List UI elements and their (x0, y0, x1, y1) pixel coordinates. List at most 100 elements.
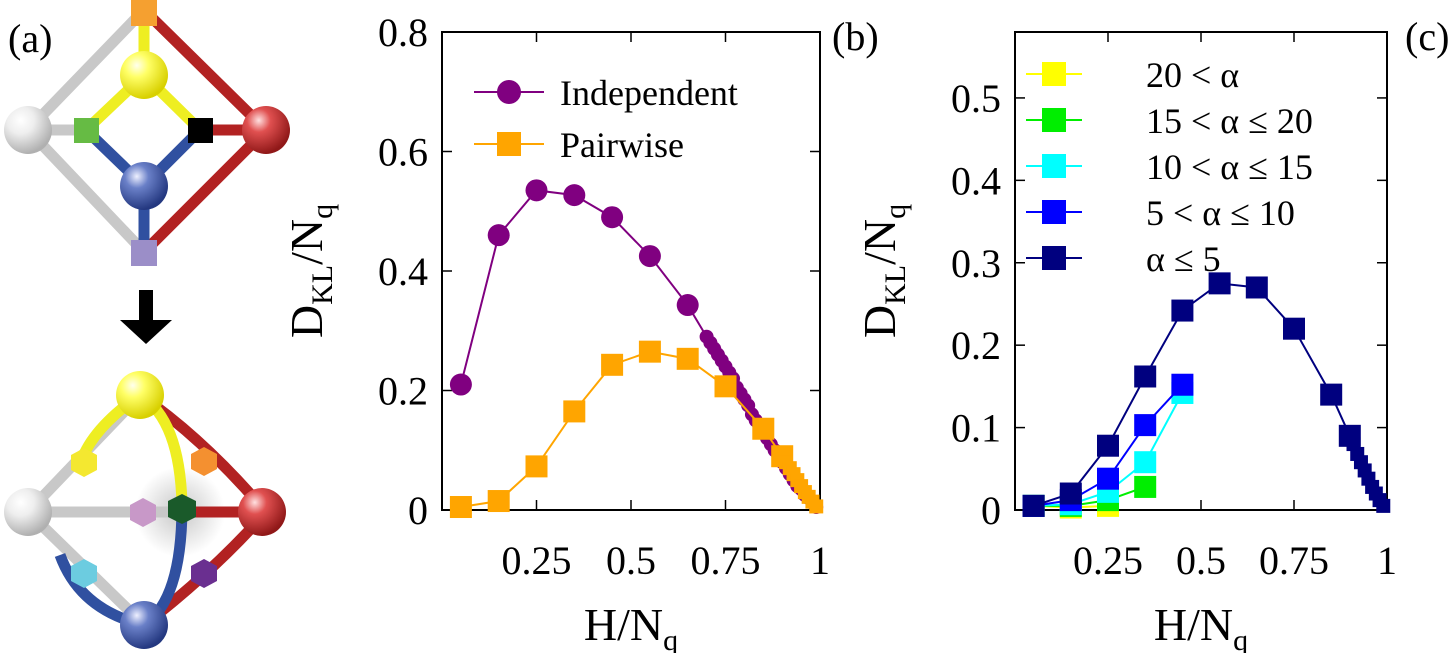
x-tick-label: 0.25 (1073, 538, 1143, 583)
panel-a-label: (a) (8, 16, 52, 61)
x-axis-label: H/Nq (1154, 599, 1248, 653)
series-4 (1022, 272, 1391, 517)
data-point (525, 455, 548, 478)
chart-b: 0.25 0.5 0.75 100.20.40.60.8H/NqDKL/NqIndep… (281, 10, 830, 653)
data-point (1134, 451, 1157, 474)
legend-label: Pairwise (560, 125, 684, 165)
data-point (487, 490, 510, 513)
data-point (1376, 498, 1391, 513)
x-axis-label-main: H/N (1154, 599, 1233, 650)
legend-label: 5 < α ≤ 10 (1146, 193, 1295, 233)
hexagon-cyan (71, 559, 97, 588)
x-tick-label: 0.75 (691, 538, 761, 583)
chart-c: 0.25 0.5 0.75 100.10.20.30.40.5H/NqDKL/Nq20… (854, 31, 1397, 653)
node-yellow-bottom (116, 371, 164, 419)
data-point (714, 375, 737, 398)
data-point (1134, 414, 1157, 437)
panel-b: (b) 0.25 0.5 0.75 100.20.40.60.8H/NqDKL/NqI… (281, 10, 879, 653)
y-tick-label: 0.5 (951, 76, 1001, 121)
x-tick-label: 1 (810, 538, 830, 583)
factor-square-orange (131, 0, 157, 26)
data-point (1245, 276, 1268, 299)
data-point (809, 499, 824, 514)
hexagon-yellow (71, 448, 97, 477)
hexagon-darkgreen (168, 494, 196, 524)
y-axis-label-main: D (854, 305, 905, 338)
data-point (752, 417, 775, 440)
y-tick-label: 0.8 (378, 10, 428, 55)
data-point (601, 353, 624, 376)
y-axis-label-sub1: KL (879, 265, 912, 305)
series-line (459, 189, 817, 508)
y-tick-label: 0 (408, 488, 428, 533)
factor-square-lavender (131, 240, 157, 266)
panel-c: (c) 0.25 0.5 0.75 100.10.20.30.40.5H/NqDKL/… (854, 14, 1449, 653)
panel-a: (a) (4, 0, 290, 649)
data-point (1171, 373, 1194, 396)
legend-marker (497, 132, 521, 156)
legend-label: α ≤ 5 (1146, 239, 1221, 279)
data-point (449, 373, 472, 396)
x-tick-label: 1 (1377, 538, 1397, 583)
data-point (676, 294, 699, 317)
legend: Independent Pairwise (474, 73, 738, 165)
legend-marker (1042, 154, 1066, 178)
data-point (1059, 482, 1082, 505)
legend: 20 < α 15 < α ≤ 20 10 < α ≤ 15 5 < α ≤ 10 α … (1026, 55, 1313, 279)
y-axis-label: DKL/Nq (281, 204, 339, 338)
node-red-top (242, 106, 290, 154)
panel-c-label: (c) (1405, 14, 1449, 59)
down-arrow-icon (120, 290, 172, 344)
node-red-bottom (238, 488, 286, 536)
y-axis-label-sub2: q (879, 204, 912, 219)
hexagon-orange (191, 447, 217, 476)
legend-label: 20 < α (1146, 55, 1239, 95)
legend-marker (1042, 246, 1066, 270)
node-gray-bottom (4, 488, 52, 536)
data-point (449, 496, 472, 519)
panel-b-label: (b) (832, 14, 879, 59)
data-point (638, 245, 661, 268)
x-axis-label-sub: q (1233, 624, 1248, 653)
x-tick-label: 0.5 (1176, 538, 1226, 583)
x-axis-label-sub: q (663, 624, 678, 653)
data-point (1208, 272, 1231, 295)
series-0 (449, 179, 824, 515)
y-axis-label-mid: /N (854, 219, 905, 265)
factor-square-green (74, 118, 99, 143)
data-point (1097, 467, 1119, 490)
legend-marker (497, 80, 521, 104)
x-tick-label: 0.25 (502, 538, 572, 583)
legend-label: 10 < α ≤ 15 (1146, 147, 1313, 187)
node-blue-top (120, 162, 168, 210)
data-point (1097, 434, 1119, 457)
data-point (1283, 317, 1305, 340)
legend-marker (1042, 200, 1066, 224)
data-point (1171, 299, 1194, 322)
legend-label: Independent (560, 73, 738, 113)
data-point (525, 179, 548, 202)
node-gray-top (4, 106, 52, 154)
y-tick-label: 0 (981, 488, 1001, 533)
y-axis-label-sub2: q (306, 204, 339, 219)
y-tick-label: 0.4 (378, 249, 428, 294)
x-tick-label: 0.75 (1259, 538, 1329, 583)
y-tick-label: 0.2 (951, 323, 1001, 368)
data-point (676, 347, 699, 370)
x-axis-label-main: H/N (584, 599, 663, 650)
series-1 (449, 340, 824, 519)
y-axis-label-sub1: KL (306, 265, 339, 305)
y-tick-label: 0.3 (951, 241, 1001, 286)
data-point (563, 184, 586, 207)
data-point (1320, 383, 1343, 406)
hexagon-pink (130, 498, 156, 527)
y-tick-label: 0.1 (951, 406, 1001, 451)
y-axis-label-mid: /N (281, 219, 332, 265)
y-axis-label: DKL/Nq (854, 204, 912, 338)
y-axis-label-main: D (281, 305, 332, 338)
hexagon-purple (191, 559, 217, 588)
legend-label: 15 < α ≤ 20 (1146, 101, 1313, 141)
y-tick-label: 0.2 (378, 369, 428, 414)
legend-marker (1042, 62, 1066, 86)
